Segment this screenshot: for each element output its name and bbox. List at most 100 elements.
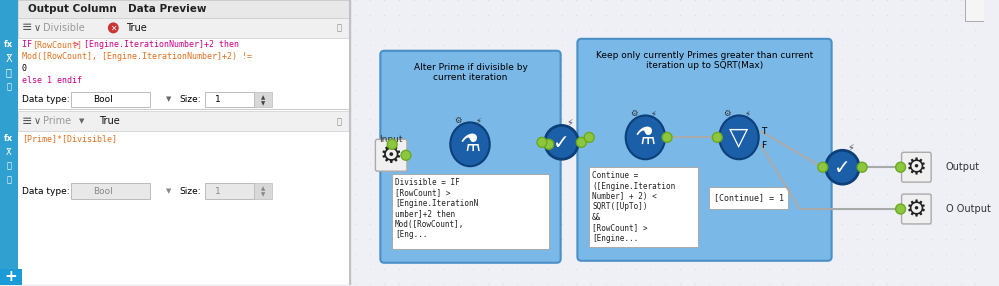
Circle shape (857, 162, 867, 172)
Circle shape (108, 22, 119, 33)
Text: Keep only currently Primes greater than current
iteration up to SQRT(Max): Keep only currently Primes greater than … (595, 51, 813, 70)
Text: ⚡: ⚡ (847, 142, 854, 152)
Circle shape (401, 150, 411, 160)
Text: [Continue] = 1: [Continue] = 1 (714, 194, 784, 202)
FancyBboxPatch shape (254, 183, 272, 199)
Text: X̄: X̄ (6, 148, 12, 157)
FancyBboxPatch shape (0, 131, 18, 145)
Circle shape (896, 162, 905, 172)
Text: Output Column: Output Column (28, 4, 116, 14)
Text: fx: fx (4, 40, 13, 49)
Circle shape (712, 132, 722, 142)
Text: 0: 0 (22, 64, 27, 73)
Text: Data type:: Data type: (22, 186, 69, 196)
Circle shape (537, 137, 546, 147)
Text: ✕: ✕ (110, 23, 117, 32)
Text: ⚙: ⚙ (723, 109, 731, 118)
Circle shape (584, 132, 594, 142)
Text: ⚡: ⚡ (475, 116, 481, 125)
Circle shape (388, 139, 397, 149)
Text: ▲: ▲ (261, 186, 265, 192)
Text: X̄: X̄ (6, 54, 12, 64)
Text: fx: fx (4, 134, 13, 143)
Text: ⚗: ⚗ (460, 132, 481, 156)
Text: T: T (760, 127, 766, 136)
Text: ≡: ≡ (22, 21, 32, 34)
Text: else 1 endif: else 1 endif (22, 76, 82, 85)
Text: ⧉: ⧉ (6, 68, 12, 78)
Text: ⚗: ⚗ (634, 125, 656, 149)
FancyBboxPatch shape (0, 0, 350, 285)
FancyBboxPatch shape (0, 52, 18, 66)
Circle shape (543, 139, 553, 149)
FancyBboxPatch shape (577, 39, 831, 261)
Text: ▲: ▲ (261, 95, 265, 100)
Text: ▼: ▼ (79, 118, 84, 124)
Text: ⚙: ⚙ (629, 109, 637, 118)
FancyBboxPatch shape (0, 0, 18, 285)
FancyBboxPatch shape (0, 145, 18, 159)
Ellipse shape (826, 150, 859, 184)
Text: 💾: 💾 (6, 82, 11, 91)
FancyBboxPatch shape (205, 183, 254, 199)
Circle shape (896, 204, 905, 214)
FancyBboxPatch shape (381, 51, 560, 263)
Text: O Output: O Output (946, 204, 991, 214)
Text: 1: 1 (215, 95, 221, 104)
FancyBboxPatch shape (0, 66, 18, 80)
Text: ⚙: ⚙ (455, 116, 462, 125)
Text: F: F (760, 141, 766, 150)
Circle shape (818, 162, 828, 172)
Text: Size:: Size: (180, 186, 201, 196)
FancyBboxPatch shape (71, 183, 150, 199)
Circle shape (576, 137, 586, 147)
Text: > [Engine.IterationNumber]+2 then: > [Engine.IterationNumber]+2 then (69, 40, 239, 49)
FancyBboxPatch shape (0, 38, 18, 52)
Text: [Prime]*[Divisible]: [Prime]*[Divisible] (22, 134, 117, 143)
FancyBboxPatch shape (901, 194, 931, 224)
Ellipse shape (451, 122, 490, 166)
Text: 1: 1 (215, 186, 221, 196)
Text: ⚡: ⚡ (566, 118, 573, 128)
Text: ⧉: ⧉ (6, 162, 11, 171)
Text: Input: Input (380, 135, 403, 144)
FancyBboxPatch shape (71, 92, 150, 108)
Text: True: True (99, 116, 119, 126)
Text: ⬛: ⬛ (337, 23, 342, 32)
Text: IF: IF (22, 40, 37, 49)
FancyBboxPatch shape (709, 187, 788, 209)
Text: +: + (4, 269, 17, 284)
Text: ≡: ≡ (22, 115, 32, 128)
FancyBboxPatch shape (376, 139, 407, 171)
Text: ▼: ▼ (166, 97, 171, 103)
FancyBboxPatch shape (965, 0, 985, 21)
FancyBboxPatch shape (393, 174, 548, 249)
FancyBboxPatch shape (0, 173, 18, 187)
Text: ▼: ▼ (261, 192, 265, 198)
Text: True: True (126, 23, 147, 33)
FancyBboxPatch shape (254, 92, 272, 108)
Text: ▼: ▼ (166, 188, 171, 194)
Text: ▽: ▽ (729, 126, 748, 150)
FancyBboxPatch shape (0, 159, 18, 173)
Text: ✓: ✓ (834, 159, 851, 178)
Text: Bool: Bool (94, 186, 113, 196)
Text: ⬛: ⬛ (337, 117, 342, 126)
Text: ∨: ∨ (34, 116, 41, 126)
Text: Bool: Bool (94, 95, 113, 104)
Text: Continue =
([Engine.Iteration
Number] + 2) <
SQRT([UpTo])
&&
[RowCount] >
[Engin: Continue = ([Engine.Iteration Number] + … (592, 171, 675, 243)
Ellipse shape (544, 125, 578, 159)
FancyBboxPatch shape (18, 0, 350, 18)
Text: Data Preview: Data Preview (128, 4, 207, 14)
FancyBboxPatch shape (205, 92, 254, 108)
Ellipse shape (625, 116, 665, 159)
Text: Data type:: Data type: (22, 95, 69, 104)
Text: Mod([RowCount], [Engine.IterationNumber]+2) !=: Mod([RowCount], [Engine.IterationNumber]… (22, 52, 252, 61)
Text: ⚡: ⚡ (650, 109, 656, 118)
Text: ⚡: ⚡ (744, 109, 750, 118)
Text: Divisible = IF
[RowCount] >
[Engine.IterationN
umber]+2 then
Mod([RowCount],
[En: Divisible = IF [RowCount] > [Engine.Iter… (396, 178, 479, 239)
FancyBboxPatch shape (589, 167, 697, 247)
FancyBboxPatch shape (18, 112, 350, 131)
Text: [RowCount]: [RowCount] (33, 40, 83, 49)
Text: ▼: ▼ (261, 101, 265, 106)
